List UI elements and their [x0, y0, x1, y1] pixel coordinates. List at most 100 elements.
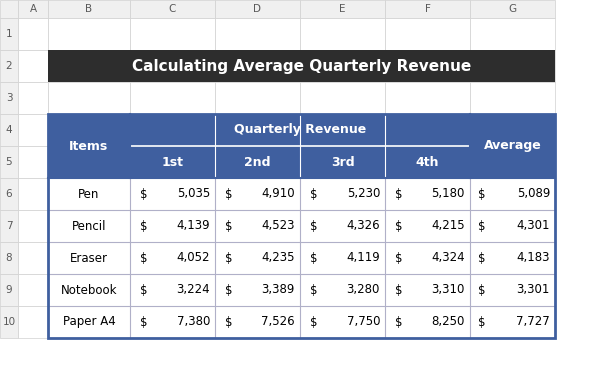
Bar [130, 306, 215, 338]
Text: Pencil: Pencil [72, 220, 106, 232]
Bar [18, 18, 48, 50]
Bar [300, 178, 385, 210]
Text: 7,526: 7,526 [261, 315, 295, 328]
Text: 5,180: 5,180 [431, 187, 465, 200]
Text: 3,280: 3,280 [347, 283, 380, 297]
Bar [48, 50, 555, 82]
Bar [130, 146, 215, 178]
Bar [0, 306, 18, 338]
Text: 4,139: 4,139 [176, 220, 210, 232]
Bar [215, 146, 300, 178]
Bar [130, 50, 215, 82]
Bar [48, 146, 130, 178]
Bar [470, 50, 555, 82]
Text: 3rd: 3rd [331, 155, 355, 169]
Text: 7,727: 7,727 [516, 315, 550, 328]
Text: $: $ [225, 220, 233, 232]
Text: $: $ [310, 187, 318, 200]
Text: $: $ [310, 220, 318, 232]
Bar [300, 50, 385, 82]
Bar [48, 210, 555, 242]
Text: 8: 8 [5, 253, 12, 263]
Text: 5,089: 5,089 [517, 187, 550, 200]
Text: $: $ [310, 252, 318, 265]
Bar [48, 306, 555, 338]
Bar [470, 146, 555, 178]
Bar [385, 18, 470, 50]
Text: 7: 7 [5, 221, 12, 231]
Text: 2: 2 [5, 61, 12, 71]
Bar [385, 306, 470, 338]
Text: 4,324: 4,324 [431, 252, 465, 265]
Text: 3,301: 3,301 [517, 283, 550, 297]
Bar [0, 178, 18, 210]
Text: 3,389: 3,389 [262, 283, 295, 297]
Bar [130, 178, 215, 210]
Bar [385, 210, 470, 242]
Bar [0, 146, 18, 178]
Text: F: F [425, 4, 430, 14]
Bar [385, 146, 470, 178]
Bar [130, 274, 215, 306]
Bar [0, 274, 18, 306]
Text: $: $ [478, 252, 485, 265]
Text: C: C [169, 4, 176, 14]
Text: 7,380: 7,380 [176, 315, 210, 328]
Bar [48, 274, 555, 306]
Bar [130, 0, 215, 18]
Text: D: D [253, 4, 262, 14]
Bar [48, 242, 130, 274]
Bar [130, 114, 215, 146]
Bar [215, 210, 300, 242]
Bar [18, 114, 48, 146]
Bar [215, 274, 300, 306]
Text: $: $ [310, 315, 318, 328]
Text: 4,235: 4,235 [262, 252, 295, 265]
Bar [385, 0, 470, 18]
Text: 6: 6 [5, 189, 12, 199]
Text: 2nd: 2nd [244, 155, 271, 169]
Bar [48, 178, 130, 210]
Text: 4,301: 4,301 [516, 220, 550, 232]
Text: $: $ [478, 220, 485, 232]
Bar [215, 0, 300, 18]
Bar [385, 146, 470, 178]
Text: $: $ [140, 220, 147, 232]
Text: Paper A4: Paper A4 [62, 315, 115, 328]
Text: $: $ [225, 187, 233, 200]
Text: Notebook: Notebook [61, 283, 117, 297]
Bar [0, 50, 18, 82]
Bar [0, 114, 18, 146]
Bar [470, 274, 555, 306]
Bar [385, 274, 470, 306]
Bar [48, 210, 130, 242]
Bar [215, 306, 300, 338]
Text: Items: Items [69, 139, 108, 152]
Bar [300, 0, 385, 18]
Text: 4,910: 4,910 [261, 187, 295, 200]
Text: 1: 1 [5, 29, 12, 39]
Bar [300, 274, 385, 306]
Text: 1st: 1st [162, 155, 184, 169]
Text: 4,183: 4,183 [516, 252, 550, 265]
Bar [470, 306, 555, 338]
Bar [130, 18, 215, 50]
Bar [130, 114, 470, 146]
Bar [130, 242, 215, 274]
Text: 4,523: 4,523 [262, 220, 295, 232]
Text: $: $ [310, 283, 318, 297]
Text: $: $ [140, 283, 147, 297]
Text: $: $ [395, 252, 402, 265]
Text: E: E [339, 4, 346, 14]
Text: G: G [508, 4, 516, 14]
Bar [470, 114, 555, 146]
Bar [18, 274, 48, 306]
Bar [18, 178, 48, 210]
Bar [48, 114, 130, 146]
Bar [300, 306, 385, 338]
Bar [48, 82, 130, 114]
Text: $: $ [395, 187, 402, 200]
Text: 4: 4 [5, 125, 12, 135]
Bar [470, 0, 555, 18]
Text: 10: 10 [2, 317, 16, 327]
